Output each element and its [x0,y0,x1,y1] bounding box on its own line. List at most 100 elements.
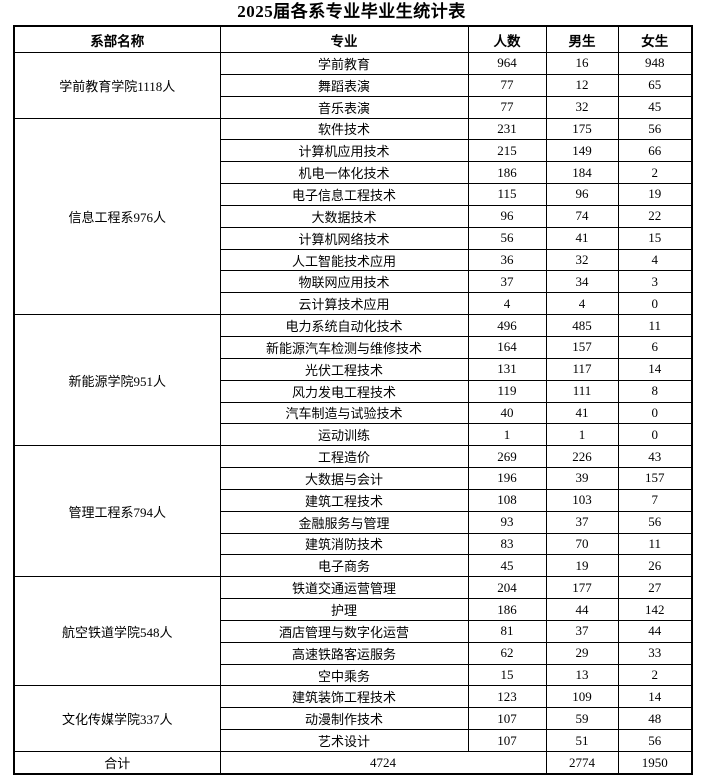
male-cell: 39 [545,467,619,490]
female-cell: 157 [617,467,693,490]
major-cell: 风力发电工程技术 [219,379,469,403]
male-cell: 59 [545,707,619,731]
header-row: 系部名称 专业 人数 男生 女生 [13,25,693,53]
male-cell: 51 [545,729,619,752]
female-cell: 6 [617,335,693,359]
total-cell: 40 [467,401,547,425]
major-cell: 动漫制作技术 [219,707,469,731]
major-cell: 新能源汽车检测与维修技术 [219,335,469,359]
female-cell: 0 [617,423,693,447]
total-cell: 56 [467,226,547,250]
total-cell: 77 [467,95,547,119]
male-cell: 16 [545,52,619,75]
department-cell: 新能源学院951人 [13,314,221,447]
department-cell: 学前教育学院1118人 [13,52,221,119]
total-cell: 62 [467,641,547,665]
major-cell: 机电一体化技术 [219,161,469,185]
table-row: 文化传媒学院337人 建筑装饰工程技术 123 109 14 [13,685,693,752]
male-cell: 226 [545,445,619,469]
male-cell: 41 [545,401,619,425]
female-cell: 4 [617,248,693,272]
female-cell: 27 [617,576,693,600]
major-cell: 空中乘务 [219,663,469,687]
major-cell: 艺术设计 [219,729,469,752]
major-cell: 人工智能技术应用 [219,248,469,272]
total-cell: 186 [467,161,547,185]
col-header-major: 专业 [219,25,469,53]
female-cell: 7 [617,488,693,512]
total-cell: 215 [467,139,547,163]
total-cell: 37 [467,270,547,294]
female-cell: 43 [617,445,693,469]
major-cell: 建筑工程技术 [219,488,469,512]
table-row: 电子商务 45 19 26 [14,554,693,578]
major-cell: 铁道交通运营管理 [219,576,469,600]
page-title: 2025届各系专业毕业生统计表 [237,2,466,21]
major-cell: 电子信息工程技术 [219,183,469,206]
graduates-table: 系部名称 专业 人数 男生 女生 学前教育学院1118人 学前教育 964 16… [13,25,693,775]
major-cell: 舞蹈表演 [219,73,469,97]
female-cell: 14 [617,685,693,709]
male-cell: 32 [545,248,619,272]
table-row: 管理工程系794人 工程造价 269 226 43 [13,445,693,578]
total-cell: 4 [467,292,547,316]
total-cell: 83 [467,532,547,556]
major-cell: 光伏工程技术 [219,357,469,381]
table-row: 酒店管理与数字化运营 81 37 44 [14,619,693,643]
female-cell: 45 [617,95,693,119]
col-header-male: 男生 [545,25,619,53]
table-row: 机电一体化技术 186 184 2 [14,161,693,185]
major-cell: 云计算技术应用 [219,292,469,316]
table-row: 建筑工程技术 108 103 7 [14,488,693,512]
total-cell: 269 [467,445,547,469]
major-cell: 建筑装饰工程技术 [219,685,469,709]
major-cell: 大数据技术 [219,204,469,228]
female-cell: 8 [617,379,693,403]
female-cell: 19 [617,183,693,206]
table-row: 大数据技术 96 74 22 [14,204,693,228]
female-cell: 56 [617,510,693,534]
major-cell: 物联网应用技术 [219,270,469,294]
total-cell: 1 [467,423,547,447]
table-row: 音乐表演 77 32 45 [14,95,693,119]
total-cell: 107 [467,729,547,752]
total-cell: 496 [467,314,547,337]
major-cell: 工程造价 [219,445,469,469]
col-header-department: 系部名称 [13,25,221,53]
male-cell: 37 [545,510,619,534]
male-cell: 74 [545,204,619,228]
total-cell: 186 [467,598,547,621]
total-cell: 96 [467,204,547,228]
male-cell: 149 [545,139,619,163]
col-header-female: 女生 [617,25,693,53]
major-cell: 运动训练 [219,423,469,447]
major-cell: 高速铁路客运服务 [219,641,469,665]
female-cell: 11 [617,314,693,337]
male-cell: 177 [545,576,619,600]
major-cell: 音乐表演 [219,95,469,119]
male-cell: 111 [545,379,619,403]
male-cell: 19 [545,554,619,578]
major-cell: 酒店管理与数字化运营 [219,619,469,643]
table-row: 运动训练 1 1 0 [14,423,693,447]
female-cell: 0 [617,401,693,425]
department-cell: 航空铁道学院548人 [13,576,221,687]
female-cell: 56 [617,117,693,141]
major-cell: 金融服务与管理 [219,510,469,534]
total-cell: 77 [467,73,547,97]
female-cell: 11 [617,532,693,556]
table-row: 光伏工程技术 131 117 14 [14,357,693,381]
female-cell: 948 [617,52,693,75]
total-cell: 15 [467,663,547,687]
total-cell: 131 [467,357,547,381]
total-cell: 115 [467,183,547,206]
female-cell: 44 [617,619,693,643]
male-cell: 4 [545,292,619,316]
major-cell: 建筑消防技术 [219,532,469,556]
female-cell: 2 [617,663,693,687]
department-cell: 管理工程系794人 [13,445,221,578]
female-cell: 48 [617,707,693,731]
major-cell: 护理 [219,598,469,621]
female-cell: 22 [617,204,693,228]
grand-total-cell: 4724 [219,751,547,775]
